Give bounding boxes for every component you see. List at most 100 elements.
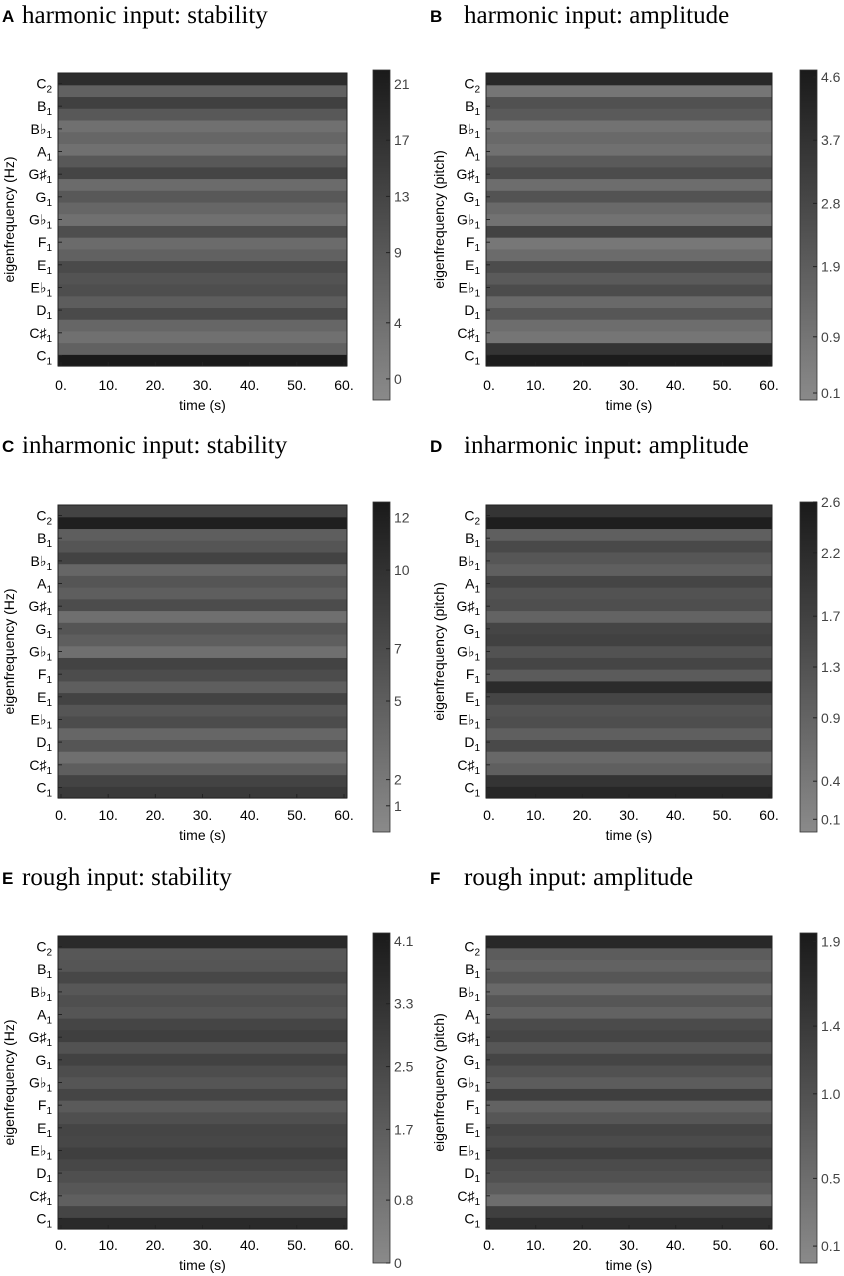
y-tick-label: F1: [38, 666, 53, 686]
heatmap-row: [58, 190, 347, 203]
colorbar-tick-label: 1.7: [394, 1121, 414, 1137]
y-tick-label: B♭1: [30, 121, 52, 141]
panel-title: inharmonic input: amplitude: [464, 432, 749, 459]
heatmap-row: [486, 225, 772, 238]
heatmap-row: [486, 1006, 772, 1019]
colorbar-tick-label: 1.9: [821, 259, 841, 275]
heatmap-row: [486, 947, 772, 961]
colorbar-tick-label: 0: [394, 371, 402, 387]
x-tick-label: 40.: [666, 377, 685, 393]
heatmap-row: [486, 959, 772, 972]
x-tick-label: 30.: [193, 1237, 212, 1253]
y-tick-label: A1: [465, 576, 480, 596]
x-axis-label: time (s): [606, 1257, 653, 1273]
y-tick-label: F1: [38, 1097, 53, 1117]
y-tick-label: C1: [36, 780, 52, 800]
x-axis-label: time (s): [179, 827, 226, 843]
x-tick-label: 50.: [287, 1237, 306, 1253]
y-tick-label: E♭1: [30, 280, 52, 300]
colorbar-tick-label: 0.1: [821, 385, 841, 401]
heatmap-row: [58, 1088, 347, 1101]
y-tick-label: G♭1: [29, 212, 53, 232]
y-axis-label: eigenfrequency (Hz): [1, 156, 17, 282]
heatmap-row: [58, 575, 347, 588]
panel-title: harmonic input: stability: [22, 2, 268, 29]
heatmap-row: [486, 715, 772, 729]
x-tick-label: 0.: [55, 1237, 67, 1253]
colorbar-tick-label: 0.5: [821, 1170, 841, 1186]
heatmap-row: [58, 657, 347, 670]
colorbar-tick-label: 4.6: [821, 69, 841, 85]
heatmap-row: [486, 1123, 772, 1136]
heatmap-row: [486, 178, 772, 191]
x-tick-label: 0.: [55, 377, 67, 393]
heatmap-row: [486, 330, 772, 344]
heatmap-row: [486, 237, 772, 250]
heatmap-row: [58, 739, 347, 752]
y-tick-label: F1: [466, 666, 481, 686]
y-tick-label: C2: [36, 939, 52, 959]
heatmap-row: [486, 319, 772, 332]
heatmap-row: [58, 786, 347, 799]
heatmap-row: [58, 1217, 347, 1230]
x-axis-label: time (s): [606, 397, 653, 413]
heatmap-row: [58, 1158, 347, 1171]
heatmap-row: [58, 1182, 347, 1195]
x-tick-label: 60.: [334, 807, 353, 823]
heatmap-row: [486, 1018, 772, 1031]
y-tick-label: C2: [36, 508, 52, 528]
heatmap-row: [486, 307, 772, 320]
x-tick-label: 50.: [713, 807, 732, 823]
colorbar-tick-label: 4.1: [394, 933, 414, 949]
heatmap-row: [58, 96, 347, 109]
heatmap-row: [486, 1205, 772, 1218]
heatmap-row: [486, 1111, 772, 1125]
heatmap-row: [486, 657, 772, 670]
y-tick-label: G1: [464, 189, 481, 209]
heatmap-row: [486, 575, 772, 588]
heatmap-row: [486, 1217, 772, 1230]
heatmap-row: [58, 166, 347, 180]
heatmap-row: [486, 190, 772, 203]
y-tick-label: C1: [464, 348, 480, 368]
heatmap-row: [486, 1182, 772, 1195]
heatmap: [58, 505, 347, 799]
heatmap-row: [486, 633, 772, 647]
colorbar-tick-label: 10: [394, 562, 410, 578]
y-tick-label: D1: [464, 302, 480, 322]
heatmap-row: [58, 774, 347, 787]
heatmap-row: [58, 751, 347, 764]
x-tick-label: 20.: [146, 807, 165, 823]
heatmap-row: [58, 330, 347, 344]
panel-label: F: [430, 869, 440, 888]
heatmap-row: [486, 283, 772, 297]
x-tick-label: 10.: [526, 1237, 545, 1253]
heatmap-row: [58, 610, 347, 623]
colorbar: [799, 69, 818, 401]
heatmap-row: [486, 971, 772, 984]
y-tick-label: B1: [465, 98, 480, 118]
heatmap-row: [486, 727, 772, 740]
heatmap-row: [58, 505, 347, 518]
heatmap-row: [58, 1076, 347, 1089]
x-tick-label: 30.: [193, 807, 212, 823]
heatmap-row: [58, 1100, 347, 1113]
heatmap-row: [486, 1146, 772, 1160]
heatmap-row: [58, 342, 347, 355]
heatmap-row: [58, 260, 347, 273]
heatmap-row: [58, 516, 347, 530]
y-tick-label: C♯1: [457, 325, 480, 345]
panel-title: harmonic input: amplitude: [464, 2, 729, 29]
y-tick-label: E1: [37, 1120, 52, 1140]
y-axis-label: eigenfrequency (pitch): [431, 582, 447, 721]
heatmap-row: [486, 551, 772, 565]
y-tick-label: B1: [37, 98, 52, 118]
colorbar-tick-label: 1.3: [821, 659, 841, 675]
heatmap-row: [58, 540, 347, 553]
heatmap-row: [58, 1193, 347, 1207]
x-tick-label: 20.: [573, 377, 592, 393]
y-tick-label: B♭1: [30, 553, 52, 573]
heatmap-row: [486, 982, 772, 996]
